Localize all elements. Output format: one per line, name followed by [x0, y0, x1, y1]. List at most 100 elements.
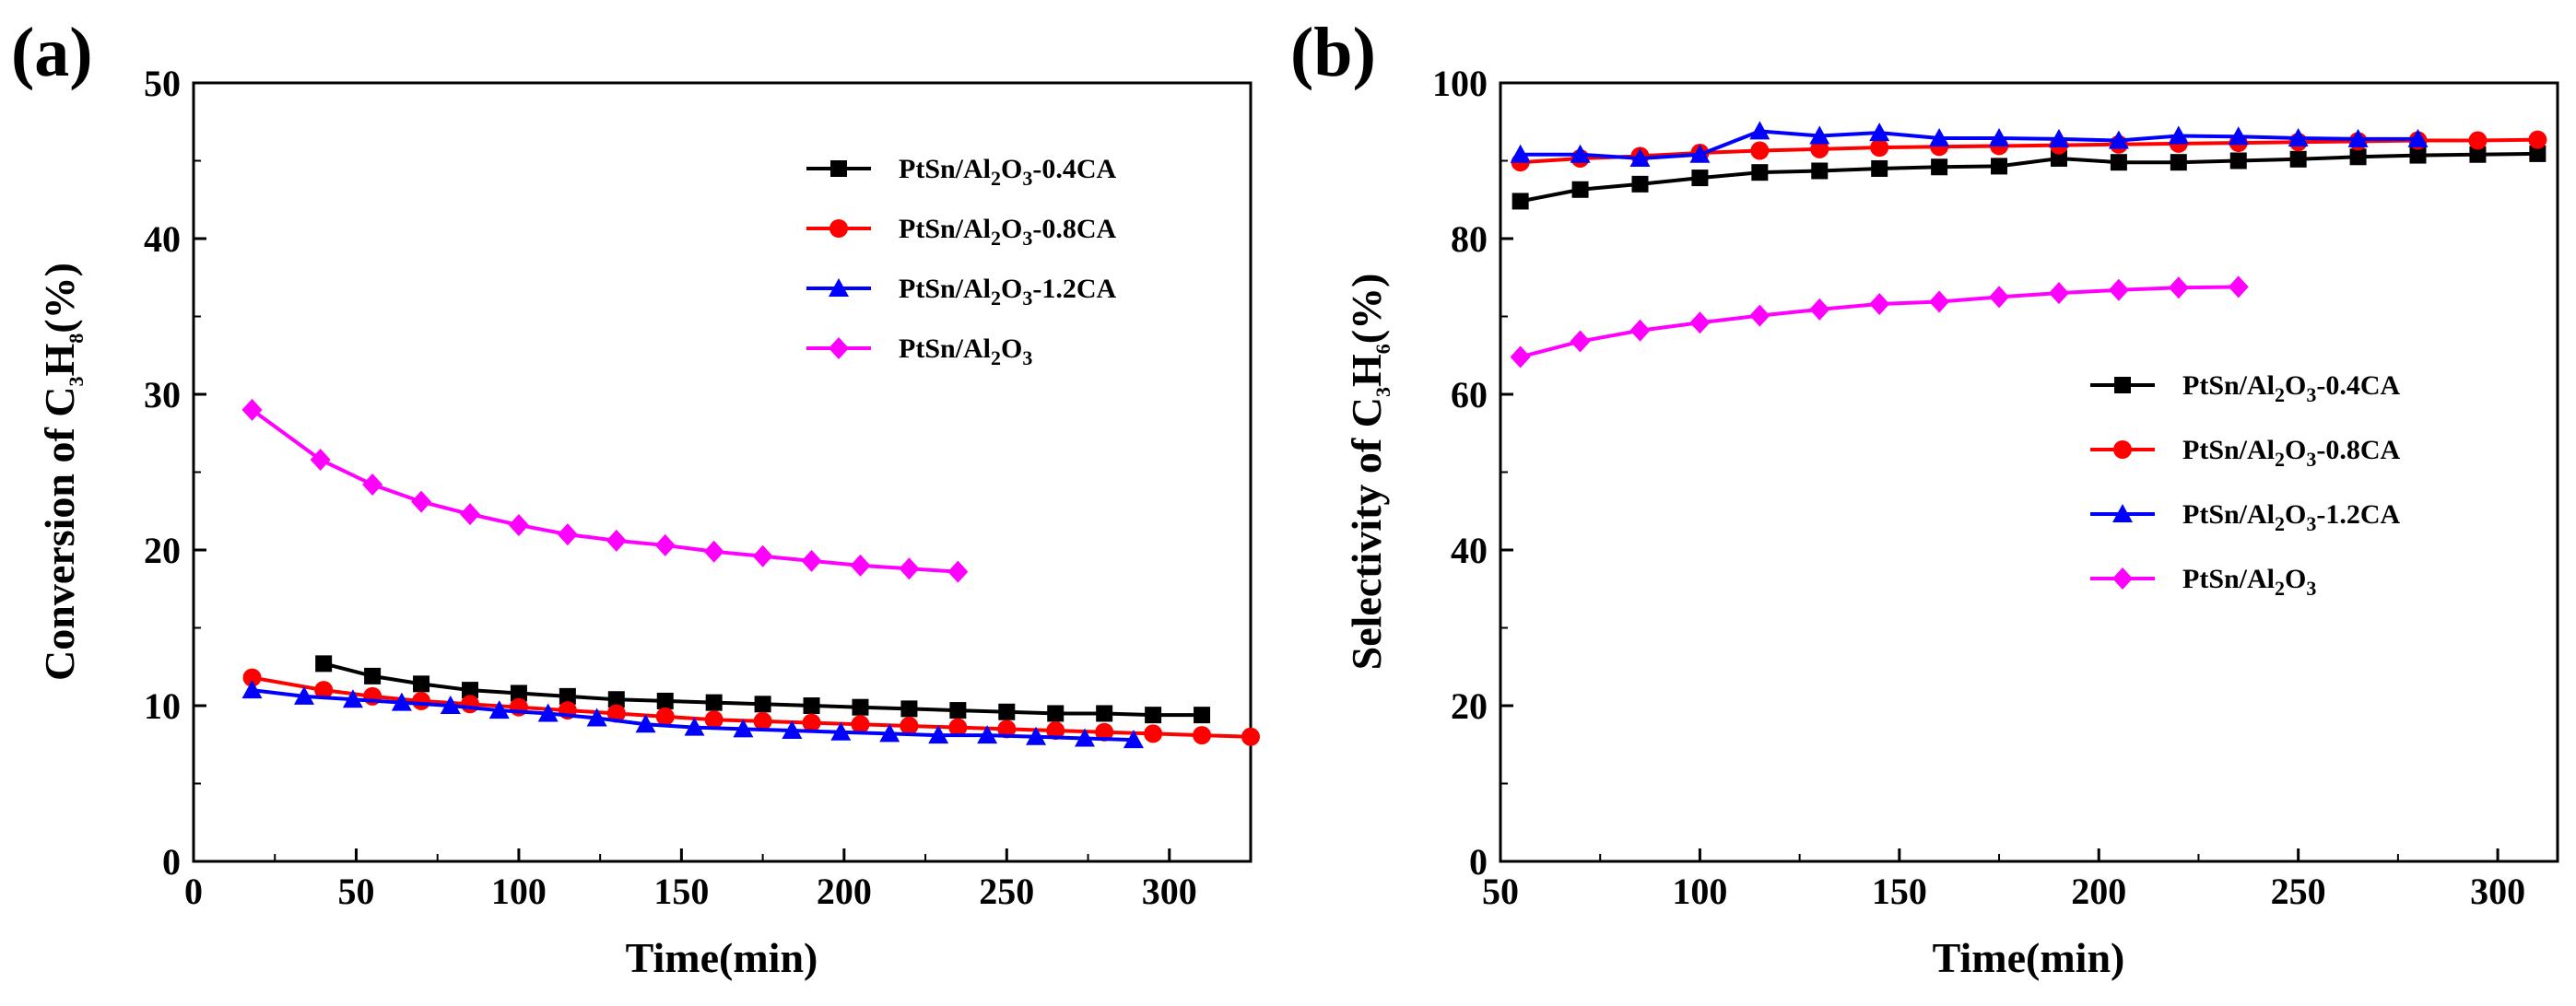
data-point [802, 713, 821, 732]
data-point [1075, 728, 1096, 747]
series-ptsn-al2o3-1-2ca [241, 680, 1144, 749]
data-point [2469, 146, 2487, 163]
data-point [2289, 150, 2307, 168]
data-point [1046, 721, 1065, 741]
data-point [1931, 158, 1948, 176]
legend-marker [829, 278, 849, 297]
series-line [1520, 129, 2418, 160]
panel-b-legend: PtSn/Al2O3-0.4CA PtSn/Al2O3-0.8CA PtSn/Al2… [2090, 370, 2401, 600]
x-tick-label: 50 [1482, 871, 1519, 912]
y-tick-label: 10 [144, 685, 181, 727]
data-point [2409, 146, 2427, 164]
x-tick-label: 0 [184, 871, 203, 912]
data-point [1095, 722, 1114, 742]
legend-label: PtSn/Al2O3-0.8CA [899, 214, 1117, 250]
data-point [998, 703, 1016, 720]
data-point [362, 474, 383, 497]
panel-a-ticks: 0 50 100 150 200 250 300 0 10 20 30 40 50 [144, 63, 1197, 912]
series-ptsn-al2o3 [1510, 275, 2249, 368]
series-ptsn-al2o3-0-8ca [1511, 130, 2547, 172]
data-point [803, 697, 820, 714]
data-point [1096, 705, 1113, 722]
x-tick-label: 250 [979, 871, 1034, 912]
data-point [684, 717, 705, 736]
data-point [1869, 292, 1890, 315]
data-point [510, 684, 527, 702]
panel-a-legend: PtSn/Al2O3-0.4CA PtSn/Al2O3-0.8CA PtSn/Al2… [806, 154, 1117, 369]
legend-marker [2114, 377, 2131, 393]
data-point [460, 695, 479, 714]
data-point [782, 720, 803, 740]
data-point [1511, 193, 1529, 210]
series-ptsn-al2o3 [241, 398, 969, 583]
legend-marker [2112, 504, 2133, 522]
x-tick-label: 300 [2470, 871, 2525, 912]
data-point [1691, 170, 1709, 187]
x-tick-label: 200 [2071, 871, 2126, 912]
data-point [310, 448, 331, 471]
legend-marker [2113, 440, 2132, 459]
legend-item: PtSn/Al2O3-1.2CA [2090, 499, 2401, 535]
data-point [949, 702, 967, 719]
data-point [1631, 175, 1649, 193]
data-point [2108, 130, 2129, 149]
legend-label: PtSn/Al2O3-0.4CA [899, 154, 1117, 190]
data-point [1145, 707, 1162, 724]
legend-label: PtSn/Al2O3-1.2CA [2182, 499, 2401, 535]
y-tick-label: 20 [1451, 685, 1488, 727]
data-point [342, 689, 363, 708]
panel-b-ticks: 50 100 150 200 250 300 0 20 40 60 80 100 [1432, 63, 2525, 912]
data-point [1047, 705, 1065, 722]
data-point [364, 667, 382, 684]
panel-a-ylabel: Conversion of C3H8(%) [36, 263, 88, 681]
x-tick-label: 100 [1672, 871, 1727, 912]
data-point [314, 681, 334, 700]
data-point [1144, 724, 1163, 743]
data-point [850, 554, 871, 577]
data-point [1810, 139, 1829, 158]
panel-b-series [1510, 121, 2547, 368]
data-point [2168, 125, 2189, 145]
data-point [440, 696, 461, 714]
y-tick-label: 30 [144, 374, 181, 415]
data-point [1570, 144, 1591, 163]
y-tick-label: 40 [144, 218, 181, 260]
data-point [508, 513, 529, 536]
data-point [2288, 127, 2309, 146]
legend-label: PtSn/Al2O3 [899, 333, 1032, 369]
data-point [654, 533, 676, 556]
data-point [607, 691, 625, 708]
data-point [1123, 730, 1144, 749]
data-point [977, 725, 998, 744]
data-point [1809, 298, 1830, 321]
data-point [1629, 319, 1651, 342]
panel-a: (a) 0 50 100 150 200 250 300 0 10 20 30 40 50 Time(m… [11, 14, 1260, 981]
legend-marker [829, 219, 848, 238]
data-point [997, 719, 1017, 739]
data-point [1929, 290, 1950, 313]
data-point [2048, 282, 2069, 305]
data-point [830, 721, 852, 741]
x-tick-label: 300 [1142, 871, 1197, 912]
legend-item: PtSn/Al2O3-0.8CA [806, 214, 1117, 250]
data-point [2168, 276, 2189, 299]
y-tick-label: 20 [144, 530, 181, 571]
data-point [1871, 159, 1888, 177]
data-point [1811, 162, 1829, 180]
data-point [947, 560, 969, 583]
data-point [1241, 727, 1260, 746]
x-tick-label: 150 [1872, 871, 1927, 912]
data-point [704, 710, 723, 730]
data-point [242, 668, 262, 687]
data-point [241, 680, 263, 699]
data-point [315, 655, 333, 673]
y-tick-label: 0 [162, 841, 181, 883]
data-point [635, 714, 656, 733]
legend-marker [830, 160, 847, 177]
data-point [2228, 275, 2249, 298]
panel-b-xlabel: Time(min) [1933, 934, 2125, 981]
legend-item: PtSn/Al2O3 [2090, 564, 2316, 600]
x-tick-label: 200 [817, 871, 872, 912]
data-point [2108, 278, 2129, 301]
